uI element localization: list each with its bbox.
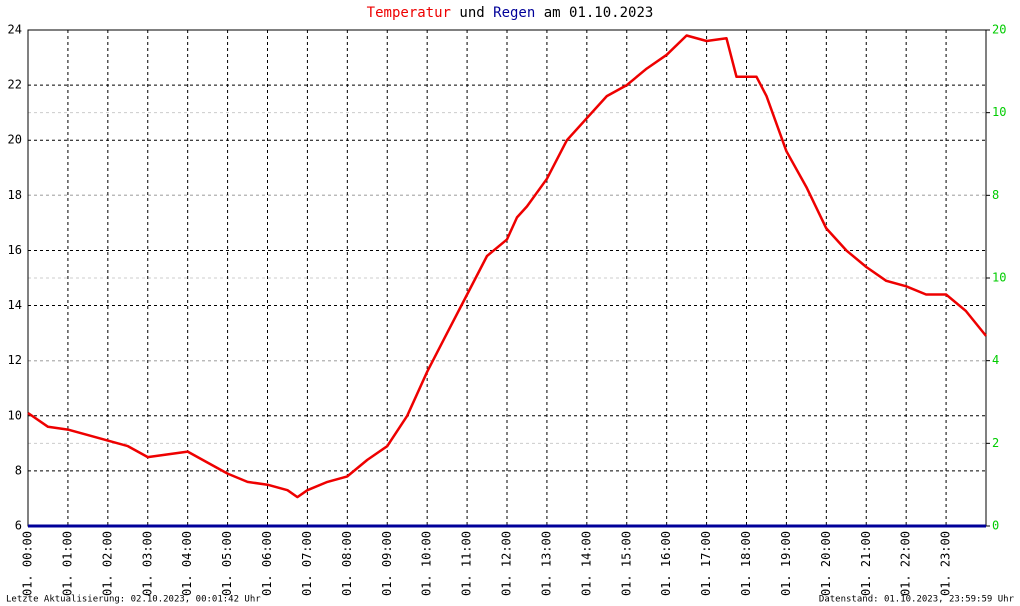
y2-tick-label: 20 <box>992 23 1006 37</box>
x-tick-label: 01. 06:00 <box>260 531 274 596</box>
x-tick-label: 01. 13:00 <box>539 531 553 596</box>
x-tick-label: 01. 02:00 <box>100 531 114 596</box>
y2-tick-label: 0 <box>992 519 999 533</box>
y-tick-label: 8 <box>15 463 22 477</box>
x-tick-label: 01. 22:00 <box>899 531 913 596</box>
x-tick-label: 01. 10:00 <box>420 531 434 596</box>
y2-tick-label: 10 <box>992 271 1006 285</box>
y-tick-label: 16 <box>8 243 22 257</box>
x-tick-label: 01. 14:00 <box>579 531 593 596</box>
y-tick-label: 24 <box>8 23 22 37</box>
x-tick-label: 01. 07:00 <box>300 531 314 596</box>
x-tick-label: 01. 12:00 <box>500 531 514 596</box>
x-tick-label: 01. 18:00 <box>739 531 753 596</box>
footer-left: Letzte Aktualisierung: 02.10.2023, 00:01… <box>6 595 261 605</box>
x-tick-label: 01. 03:00 <box>140 531 154 596</box>
y-tick-label: 22 <box>8 78 22 92</box>
x-tick-label: 01. 16:00 <box>659 531 673 596</box>
x-tick-label: 01. 23:00 <box>939 531 953 596</box>
y-tick-label: 14 <box>8 298 22 312</box>
x-tick-label: 01. 09:00 <box>380 531 394 596</box>
y2-tick-label: 4 <box>992 353 999 367</box>
title-part: und <box>459 5 484 21</box>
y-tick-label: 12 <box>8 353 22 367</box>
series-line <box>27 34 987 499</box>
x-tick-label: 01. 19:00 <box>779 531 793 596</box>
title-part: am 01.10.2023 <box>544 5 654 21</box>
x-tick-label: 01. 04:00 <box>180 531 194 596</box>
title-part: Temperatur <box>367 5 451 21</box>
y-tick-label: 6 <box>15 519 22 533</box>
x-tick-label: 01. 08:00 <box>340 531 354 596</box>
x-tick-label: 01. 05:00 <box>220 531 234 596</box>
x-tick-label: 01. 21:00 <box>859 531 873 596</box>
y2-tick-label: 8 <box>992 188 999 202</box>
y-tick-label: 10 <box>8 408 22 422</box>
x-tick-label: 01. 20:00 <box>819 531 833 596</box>
title-part: Regen <box>493 5 535 21</box>
x-tick-label: 01. 01:00 <box>60 531 74 596</box>
y-tick-label: 20 <box>8 133 22 147</box>
x-tick-label: 01. 00:00 <box>21 531 35 596</box>
chart-title: Temperatur und Regen am 01.10.2023 <box>367 5 654 21</box>
y2-tick-label: 10 <box>992 105 1006 119</box>
footer-right: Datenstand: 01.10.2023, 23:59:59 Uhr <box>819 595 1015 605</box>
x-tick-label: 01. 11:00 <box>460 531 474 596</box>
x-tick-label: 01. 15:00 <box>619 531 633 596</box>
y-tick-label: 18 <box>8 188 22 202</box>
x-tick-label: 01. 17:00 <box>699 531 713 596</box>
y2-tick-label: 2 <box>992 436 999 450</box>
